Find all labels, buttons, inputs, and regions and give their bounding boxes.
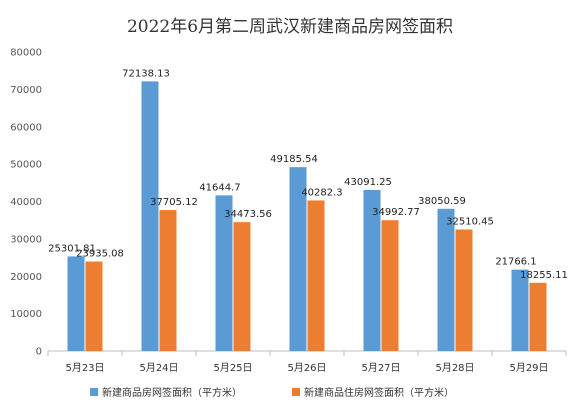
bar-new-residential-2	[159, 210, 177, 351]
y-tick-label: 50000	[10, 160, 42, 171]
data-label: 34473.56	[224, 209, 272, 220]
bar-new-residential-1	[85, 261, 103, 351]
y-tick-label: 10000	[10, 309, 42, 320]
y-tick-label: 0	[36, 347, 42, 358]
bar-new-residential-7	[529, 282, 547, 351]
y-tick-label: 60000	[10, 122, 42, 133]
legend-swatch	[90, 388, 98, 396]
bar-new-commercial-4	[289, 167, 307, 351]
y-tick-label: 30000	[10, 234, 42, 245]
bar-new-commercial-3	[215, 195, 233, 351]
bar-new-residential-3	[233, 222, 251, 351]
data-label-group: 25301.81 72138.13 41644.7 49185.54 43091.25 3…	[48, 68, 568, 280]
legend: 新建商品房网签面积（平方米） 新建商品住房网签面积（平方米）	[90, 386, 454, 399]
data-label: 18255.11	[520, 270, 568, 281]
x-tick-label: 5月24日	[139, 362, 178, 374]
data-label: 72138.13	[122, 68, 170, 79]
data-label: 41644.7	[199, 182, 240, 193]
bar-new-commercial-6	[437, 208, 455, 351]
legend-swatch	[292, 388, 300, 396]
legend-label: 新建商品住房网签面积（平方米）	[304, 386, 454, 399]
data-label: 23935.08	[76, 249, 124, 260]
data-label: 49185.54	[270, 154, 318, 165]
legend-label: 新建商品房网签面积（平方米）	[102, 386, 242, 399]
y-axis: 0 10000 20000 30000 40000 50000 60000 70000 8000…	[10, 48, 42, 358]
bar-new-residential-6	[455, 229, 473, 351]
data-label: 40282.3	[301, 187, 342, 198]
x-tick-label: 5月27日	[361, 362, 400, 374]
data-label: 34992.77	[372, 207, 420, 218]
data-label: 43091.25	[344, 177, 392, 188]
x-axis: 5月23日 5月24日 5月25日 5月26日 5月27日 5月28日 5月29日	[47, 350, 567, 374]
y-tick-label: 70000	[10, 85, 42, 96]
bar-new-commercial-7	[511, 269, 529, 351]
chart-title: 2022年6月第二周武汉新建商品房网签面积	[127, 17, 453, 37]
x-tick-label: 5月26日	[287, 362, 326, 374]
bar-new-residential-5	[381, 220, 399, 351]
y-tick-label: 40000	[10, 197, 42, 208]
bar-series-group	[67, 81, 547, 352]
bar-new-commercial-5	[363, 189, 381, 351]
x-tick-label: 5月28日	[435, 362, 474, 374]
bar-new-commercial-1	[67, 256, 85, 351]
x-tick-label: 5月29日	[509, 362, 548, 374]
data-label: 37705.12	[150, 197, 198, 208]
data-label: 25301.81	[48, 243, 96, 254]
y-tick-label: 20000	[10, 272, 42, 283]
data-label: 32510.45	[446, 216, 494, 227]
bar-new-commercial-2	[141, 81, 159, 352]
y-tick-label: 80000	[10, 48, 42, 59]
x-tick-label: 5月25日	[213, 362, 252, 374]
x-tick-label: 5月23日	[65, 362, 104, 374]
data-label: 38050.59	[418, 196, 466, 207]
bar-new-residential-4	[307, 200, 325, 351]
data-label: 21766.1	[495, 257, 536, 268]
